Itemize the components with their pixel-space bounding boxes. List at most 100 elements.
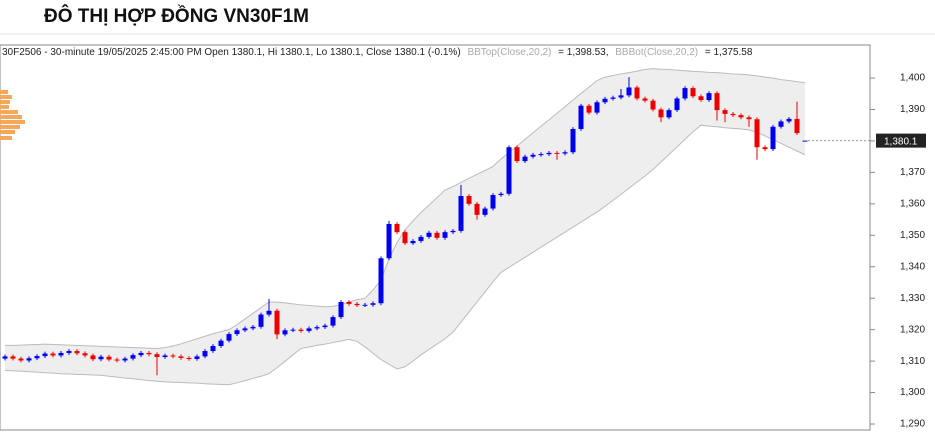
y-tick-label: 1,360: [900, 198, 925, 209]
last-price-tag: [876, 133, 926, 148]
profile-bar: [0, 130, 15, 134]
candle-body: [58, 352, 64, 356]
candle-body: [570, 128, 576, 153]
y-tick-label: 1,340: [900, 261, 925, 272]
candle-body: [682, 88, 688, 99]
profile-bar: [0, 136, 12, 140]
band-line: [5, 68, 806, 350]
candle-body: [146, 352, 152, 355]
candle-body: [602, 98, 608, 103]
candle-body: [658, 109, 664, 118]
legend-entry: BBBot(Close,20,2): [615, 47, 698, 58]
candle-body: [370, 303, 376, 305]
candle-body: [586, 105, 592, 113]
candle-body: [578, 105, 584, 129]
profile-bar: [0, 95, 12, 99]
candle-body: [26, 358, 32, 361]
candle-body: [778, 121, 784, 127]
candle-body: [770, 126, 776, 150]
candle-body: [490, 195, 496, 209]
candle-body: [722, 110, 728, 114]
plot-frame: [0, 44, 871, 431]
candle-body: [130, 355, 136, 359]
candle-body: [434, 232, 440, 238]
legend-entry: BBTop(Close,20,2): [467, 47, 551, 58]
candle-body: [674, 98, 680, 111]
candle-body: [114, 359, 120, 361]
candle-body: [82, 353, 88, 356]
candle-body: [306, 328, 312, 331]
candle-body: [338, 301, 344, 318]
band-fill: [5, 68, 805, 385]
volume-profile: [0, 90, 25, 140]
candle-body: [418, 236, 424, 241]
candle-body: [738, 115, 744, 118]
y-tick-label: 1,300: [900, 387, 925, 398]
candle-body: [346, 301, 352, 304]
profile-bar: [0, 115, 22, 119]
band-line: [4, 124, 806, 386]
candle-body: [650, 100, 656, 110]
info: 30F2506 - 30-minute 19/05/2025 2:45:00 P…: [2, 47, 461, 58]
candle-body: [186, 357, 192, 359]
candle-body: [274, 310, 280, 335]
candle-body: [466, 195, 472, 204]
profile-bar: [0, 100, 10, 104]
candle-body: [2, 356, 8, 359]
last-price-label: 1,380.1: [884, 136, 918, 147]
indicator-value: = 1,398.53,: [558, 47, 608, 58]
candle-body: [170, 355, 176, 357]
candle-body: [402, 232, 408, 244]
y-tick-label: 1,350: [900, 230, 925, 241]
candle-body: [34, 356, 40, 359]
candle-body: [714, 93, 720, 111]
candle-body: [522, 156, 528, 162]
candle-body: [290, 329, 296, 331]
candle-body: [90, 355, 96, 360]
candle-body: [410, 240, 416, 244]
candle-body: [218, 340, 224, 347]
info-line: 30F2506 - 30-minute 19/05/2025 2:45:00 P…: [2, 47, 753, 58]
candle-body: [554, 152, 560, 154]
candle-body: [626, 87, 632, 96]
candle-body: [794, 118, 800, 134]
candle-body: [18, 358, 24, 361]
candle-body: [74, 351, 80, 354]
y-tick-label: 1,400: [900, 73, 925, 84]
candle-body: [474, 203, 480, 215]
candle-body: [194, 356, 200, 359]
candle-body: [106, 356, 112, 360]
candle-body: [762, 147, 768, 150]
candle-body: [498, 193, 504, 196]
candle-body: [562, 152, 568, 154]
plot-area: [2, 68, 808, 386]
y-tick-label: 1,310: [900, 356, 925, 367]
candle-body: [66, 351, 72, 353]
candle-body: [314, 327, 320, 329]
candle-body: [42, 353, 48, 357]
candle-body: [298, 329, 304, 331]
profile-bar: [0, 105, 9, 109]
candle-body: [330, 317, 336, 326]
chart-title: ĐÔ THỊ HỢP ĐỒNG VN30F1M: [44, 5, 309, 27]
candle-body: [458, 195, 464, 231]
y-tick-label: 1,390: [900, 104, 925, 115]
indicator-value: = 1,375.58: [705, 47, 753, 58]
candle-body: [506, 147, 512, 194]
candle-body: [594, 102, 600, 113]
candle-body: [538, 154, 544, 156]
candle-body: [266, 310, 272, 315]
candle-body: [202, 351, 208, 357]
candle-body: [618, 95, 624, 98]
candle-body: [666, 110, 672, 118]
profile-bar: [0, 110, 18, 114]
candle-body: [378, 258, 384, 304]
candle-body: [634, 87, 640, 99]
candle-body: [362, 304, 368, 306]
candle-body: [514, 147, 520, 162]
candle-body: [690, 88, 696, 97]
candle-body: [322, 325, 328, 328]
candle-body: [10, 356, 16, 359]
candle-body: [226, 334, 232, 341]
